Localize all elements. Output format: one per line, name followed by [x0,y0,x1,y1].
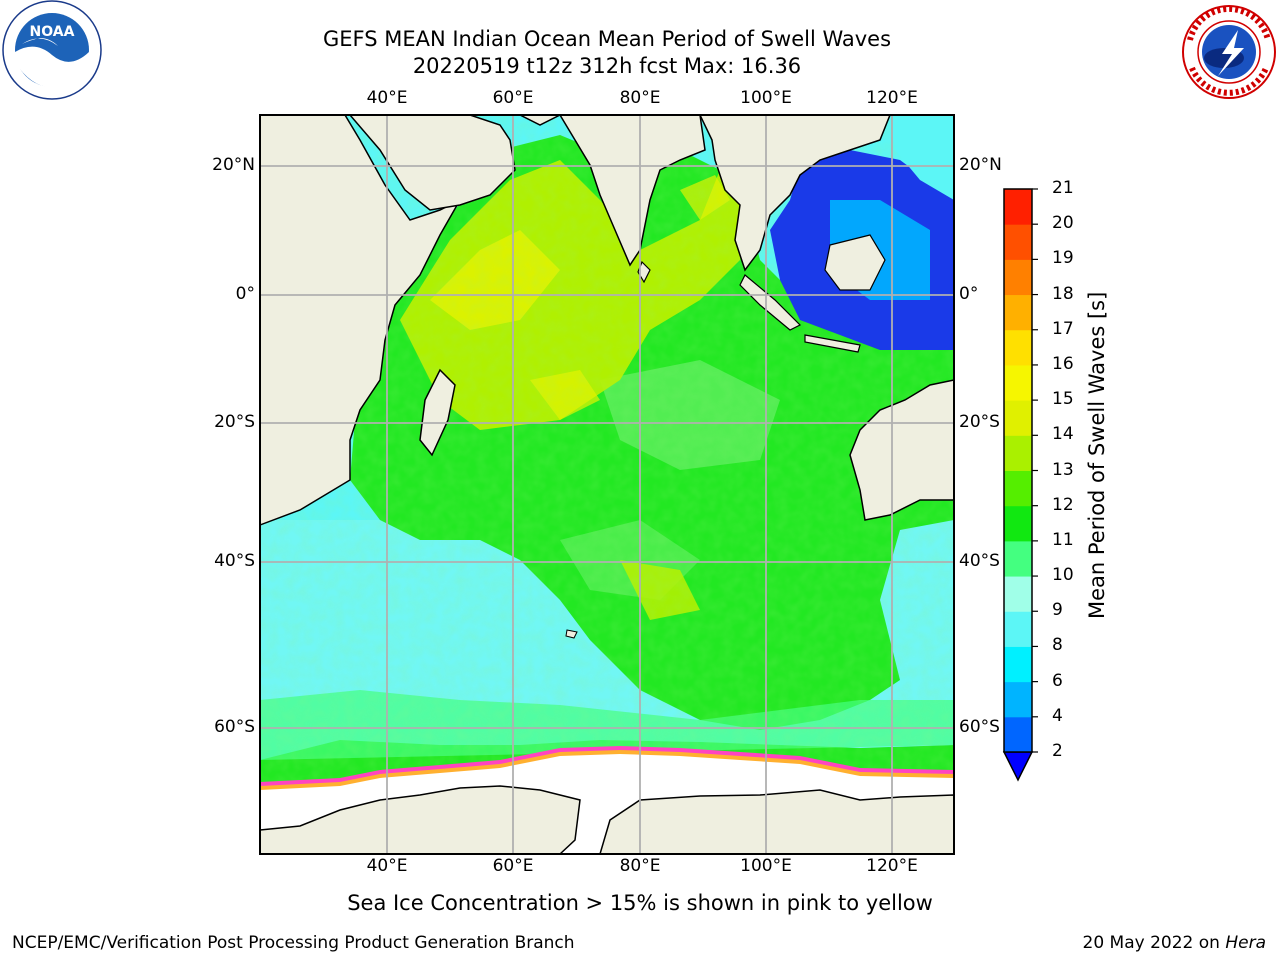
colorbar-bin [1004,716,1032,753]
lon-tick-top: 60°E [492,88,534,108]
colorbar-bin [1004,505,1032,542]
colorbar-tick-label: 21 [1052,178,1074,198]
colorbar-bin [1004,224,1032,260]
colorbar-bin [1004,364,1032,401]
lon-tick-top: 120°E [866,88,918,108]
footer-credit: NCEP/EMC/Verification Post Processing Pr… [12,933,575,953]
colorbar-bin [1004,189,1032,225]
footer-date: 20 May 2022 on Hera [1083,933,1267,953]
lat-tick-left: 20°N [212,155,255,175]
madagascar-land [419,368,456,457]
map-title-line2: 20220519 t12z 312h fcst Max: 16.36 [412,54,802,78]
australia-land [849,379,954,521]
lon-tick-bottom: 120°E [866,856,918,876]
lat-tick-right: 20°N [959,155,1002,175]
colorbar-bin [1004,576,1032,612]
map-title-line1: GEFS MEAN Indian Ocean Mean Period of Sw… [322,27,892,51]
lat-tick-right: 60°S [959,717,1000,737]
lat-tick-right: 0° [959,284,979,304]
colorbar-tick-label: 20 [1052,213,1074,234]
se-asia-land [699,115,891,272]
colorbar-tick-label: 19 [1052,248,1074,269]
noaa-logo-text: NOAA [30,24,75,40]
footer-host: Hera [1225,933,1266,953]
colorbar-bin [1004,681,1032,718]
lon-tick-bottom: 100°E [740,856,792,876]
footer-date-text: 20 May 2022 on [1082,933,1226,953]
lon-tick-bottom: 60°E [492,856,534,876]
colorbar-tick-label: 10 [1052,565,1074,586]
colorbar-tick-label: 2 [1052,741,1063,761]
colorbar-tick-label: 15 [1052,389,1074,410]
colorbar-under-arrow [1002,751,1034,782]
colorbar-bin [1004,470,1032,507]
colorbar-bin [1004,646,1032,683]
colorbar-bin [1004,329,1032,366]
colorbar-tick-label: 6 [1052,670,1063,691]
colorbar-frame [1003,188,1033,753]
colorbar-bin [1004,294,1032,331]
colorbar-tick-label: 12 [1052,494,1074,515]
colorbar-bin [1004,435,1032,471]
noaa-logo: NOAA [0,0,104,104]
colorbar-tick-label: 11 [1052,529,1074,550]
lat-tick-left: 20°S [214,412,255,432]
map-frame [259,114,955,855]
colorbar [1002,188,1038,782]
colorbar-tick-label: 17 [1052,318,1074,339]
lat-tick-right: 40°S [959,551,1000,571]
colorbar-bin [1004,400,1032,436]
colorbar-tick-label: 18 [1052,283,1074,304]
lon-tick-top: 40°E [366,88,408,108]
colorbar-tick-label: 14 [1052,424,1074,445]
nws-logo [1178,2,1280,102]
lon-tick-bottom: 40°E [366,856,408,876]
lat-tick-right: 20°S [959,412,1000,432]
lon-tick-bottom: 80°E [619,856,661,876]
colorbar-label: Mean Period of Swell Waves [s] [1085,291,1109,619]
colorbar-bin [1004,540,1032,577]
colorbar-tick-label: 8 [1052,635,1063,656]
colorbar-tick-label: 9 [1052,600,1063,621]
colorbar-tick-label: 4 [1052,705,1063,726]
lon-tick-top: 80°E [619,88,661,108]
lat-tick-left: 0° [235,284,255,304]
colorbar-bin [1004,259,1032,296]
colorbar-bin [1004,611,1032,647]
colorbar-tick-label: 16 [1052,353,1074,374]
lat-tick-left: 60°S [214,717,255,737]
colorbar-tick-label: 13 [1052,459,1074,480]
sea-ice-caption: Sea Ice Concentration > 15% is shown in … [347,891,933,915]
lon-tick-top: 100°E [740,88,792,108]
graticule [260,115,954,854]
lat-tick-left: 40°S [214,551,255,571]
antarctica-land [260,785,581,854]
